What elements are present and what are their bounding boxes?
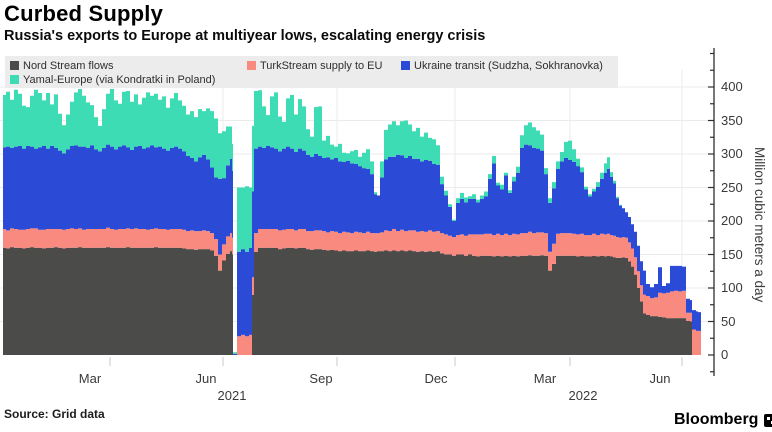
- y-axis-tick-label: 300: [721, 146, 743, 161]
- legend-item-ukraine-transit: Ukraine transit (Sudzha, Sokhranovka): [401, 59, 603, 72]
- legend-swatch-yamal-europe-icon: [10, 75, 19, 84]
- area-series-nord-stream-flows: [3, 247, 701, 355]
- y-axis-title: Million cubic meters a day: [752, 147, 767, 303]
- legend-swatch-turkstream-icon: [247, 61, 256, 70]
- legend-item-nord-stream: Nord Stream flows: [10, 59, 113, 72]
- y-axis-tick-label: 200: [721, 213, 743, 228]
- legend-label: Nord Stream flows: [23, 59, 114, 72]
- y-axis-tick-label: 250: [721, 179, 743, 195]
- y-axis-tick-label: 400: [721, 79, 743, 94]
- source-note: Source: Grid data: [4, 407, 105, 421]
- area-series-turkstream-supply-to-eu: [3, 227, 701, 355]
- x-axis-month-label: Sep: [309, 371, 333, 386]
- chart-subtitle: Russia's exports to Europe at multiyear …: [4, 28, 486, 44]
- x-axis-month-label: Jun: [195, 371, 217, 386]
- x-axis-year-label: 2022: [568, 388, 598, 403]
- y-axis-tick-label: 100: [721, 280, 743, 295]
- y-axis-tick-label: 350: [721, 112, 743, 128]
- y-axis-tick-label: 50: [721, 313, 736, 329]
- legend-item-yamal-europe: Yamal-Europe (via Kondratki in Poland): [10, 73, 215, 86]
- x-axis-month-label: Dec: [424, 371, 448, 386]
- bloomberg-terminal-icon: [764, 413, 772, 427]
- x-axis-month-label: Mar: [533, 371, 557, 386]
- brand-wordmark: Bloomberg: [674, 411, 759, 428]
- area-series-yamal-europe-via-kondratki-in-poland: [3, 89, 701, 354]
- y-axis-tick-label: 150: [721, 246, 743, 262]
- x-axis-month-label: Mar: [78, 371, 102, 386]
- brand-logo: Bloomberg: [674, 411, 772, 429]
- legend-swatch-ukraine-transit-icon: [401, 61, 410, 70]
- legend-background: [5, 56, 618, 88]
- x-axis-month-label: Jun: [649, 371, 671, 386]
- page-title: Curbed Supply: [4, 1, 164, 26]
- legend-item-turkstream: TurkStream supply to EU: [247, 59, 382, 72]
- area-series-ukraine-transit-sudzha-sokhranovka: [3, 144, 701, 355]
- y-axis-tick-label: 0: [721, 347, 729, 362]
- legend-swatch-nord-stream-icon: [10, 61, 19, 70]
- legend-label: TurkStream supply to EU: [260, 59, 383, 72]
- legend-label: Ukraine transit (Sudzha, Sokhranovka): [414, 59, 603, 72]
- legend-label: Yamal-Europe (via Kondratki in Poland): [23, 73, 216, 86]
- x-axis-year-label: 2021: [217, 388, 247, 403]
